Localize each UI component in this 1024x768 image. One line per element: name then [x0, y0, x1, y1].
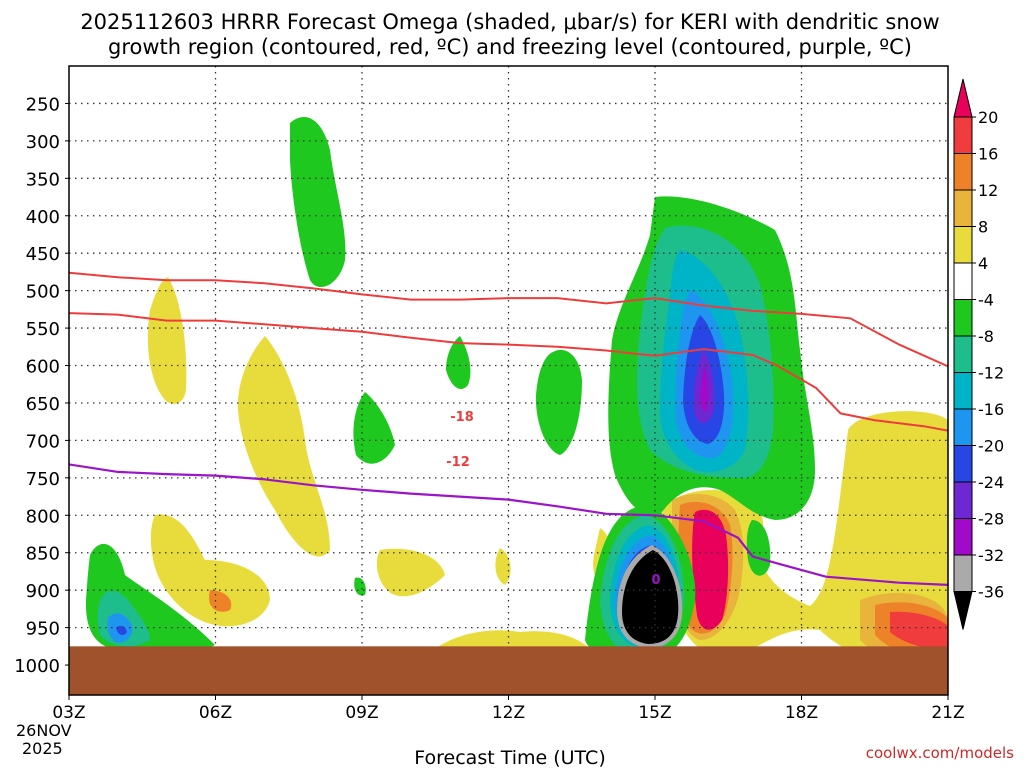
y-tick-label: 600 — [26, 357, 60, 378]
time-axis: 03Z 06Z 09Z 12Z 15Z 18Z 21Z — [52, 695, 965, 723]
year-label: 2025 — [22, 739, 63, 758]
x-tick-label: 12Z — [492, 703, 525, 723]
omega-region-red — [890, 611, 948, 650]
omega-region-orange — [209, 590, 232, 612]
y-tick-label: 800 — [26, 506, 60, 527]
colorbar-label: -16 — [978, 400, 1004, 419]
omega-region-yellow — [495, 548, 511, 585]
y-tick-label: 300 — [26, 132, 60, 153]
colorbar-segment — [953, 226, 973, 264]
omega-region-green — [354, 577, 366, 596]
omega-region-green — [746, 520, 771, 576]
contour-minus12-line — [69, 312, 948, 432]
colorbar-label: 4 — [978, 254, 988, 273]
colorbar-segment — [953, 335, 973, 373]
colorbar-segment — [953, 262, 973, 300]
y-tick-label: 350 — [26, 169, 60, 190]
y-tick-label: 750 — [26, 469, 60, 490]
y-tick-label: 400 — [26, 207, 60, 228]
omega-region-violet — [699, 365, 709, 412]
credit-text: coolwx.com/models — [866, 744, 1014, 762]
contour-minus12-label: -12 — [446, 455, 470, 470]
colorbar-label: -12 — [978, 364, 1004, 383]
contour-freezing-level-line — [69, 463, 948, 586]
omega-region-yellow — [237, 336, 330, 557]
colorbar-top-arrow — [953, 78, 973, 118]
y-tick-label: 700 — [26, 431, 60, 452]
colorbar-label: -28 — [978, 510, 1004, 529]
colorbar-label: 12 — [978, 181, 998, 200]
y-tick-label: 250 — [26, 94, 60, 115]
ground-surface — [69, 646, 948, 695]
contour-freezing-level: 0 — [69, 463, 948, 588]
colorbar-label: -8 — [978, 327, 994, 346]
omega-region-magenta — [692, 509, 729, 630]
date-label: 26NOV — [16, 721, 72, 740]
contour-minus12-label-bg — [443, 453, 473, 469]
y-tick-label: 550 — [26, 319, 60, 340]
x-tick-label: 18Z — [785, 703, 818, 723]
omega-region-green — [535, 349, 582, 455]
colorbar-label: -24 — [978, 473, 1004, 492]
y-tick-label: 450 — [26, 244, 60, 265]
colorbar-label: -32 — [978, 546, 1004, 565]
x-axis-title: Forecast Time (UTC) — [414, 747, 605, 768]
colorbar-segment — [953, 189, 973, 227]
x-tick-label: 21Z — [931, 703, 964, 723]
colorbar-label: 20 — [978, 108, 998, 127]
colorbar-label: 16 — [978, 145, 998, 164]
omega-region-yellow — [147, 277, 187, 404]
chart-title-line-1: 2025112603 HRRR Forecast Omega (shaded, … — [80, 10, 939, 34]
omega-region-black — [622, 550, 679, 644]
colorbar-segment — [953, 116, 973, 154]
colorbar-segment — [953, 372, 973, 410]
y-tick-label: 850 — [26, 544, 60, 565]
omega-region-green — [290, 117, 346, 288]
colorbar-segment — [953, 481, 973, 519]
colorbar-label: -20 — [978, 437, 1004, 456]
colorbar-segment — [953, 445, 973, 483]
x-tick-label: 09Z — [345, 703, 378, 723]
x-tick-label: 06Z — [199, 703, 232, 723]
x-tick-label: 03Z — [52, 703, 85, 723]
omega-region-yellow — [376, 548, 445, 597]
y-tick-label: 950 — [26, 619, 60, 640]
colorbar-segment — [953, 518, 973, 556]
colorbar-segment — [953, 299, 973, 337]
contour-freezing-level-label: 0 — [651, 573, 660, 588]
contour-minus12: -12 — [69, 312, 948, 470]
x-tick-label: 15Z — [638, 703, 671, 723]
omega-region-yellow — [150, 514, 270, 627]
contour-minus18: -18 — [69, 271, 948, 425]
omega-region-green — [446, 336, 471, 390]
colorbar-label: 8 — [978, 218, 988, 237]
plot-area: -18 -12 0 — [69, 66, 948, 695]
grid-lines — [69, 66, 948, 695]
colorbar-segment — [953, 408, 973, 446]
y-tick-label: 900 — [26, 581, 60, 602]
colorbar-bottom-arrow — [953, 591, 973, 630]
colorbar-segment — [953, 554, 973, 592]
pressure-axis: 250 300 350 400 450 500 550 600 650 700 750 800 850 9… — [14, 94, 69, 677]
y-tick-label: 1000 — [14, 656, 60, 677]
contour-minus18-label: -18 — [450, 410, 474, 425]
y-tick-label: 650 — [26, 394, 60, 415]
colorbar-segment — [953, 153, 973, 191]
contour-minus18-line — [69, 271, 948, 368]
colorbar-label: -4 — [978, 291, 994, 310]
contour-minus18-label-bg — [447, 408, 477, 424]
colorbar-label: -36 — [978, 583, 1004, 602]
chart-title-line-2: growth region (contoured, red, ºC) and f… — [108, 35, 912, 59]
omega-region-green — [353, 392, 395, 464]
y-tick-label: 500 — [26, 282, 60, 303]
omega-colorbar: 20 16 12 8 4 -4 -8 -12 -16 -20 -24 -28 -32 -36 — [953, 78, 1004, 630]
